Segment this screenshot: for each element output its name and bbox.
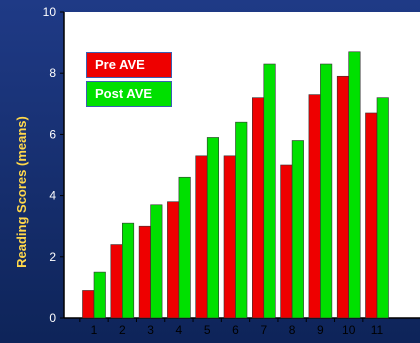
- bar-post-ave: [178, 176, 191, 319]
- x-tick-label: 1: [91, 323, 98, 337]
- bar-pre-ave: [82, 290, 95, 319]
- x-tick-label: 11: [371, 323, 384, 337]
- bar-pre-ave: [280, 164, 293, 319]
- x-tick-label: 4: [176, 323, 183, 337]
- bar-post-ave: [122, 222, 135, 319]
- legend-post-ave: Post AVE: [86, 81, 172, 107]
- legend-pre-ave: Pre AVE: [86, 52, 172, 78]
- x-tick-label: 7: [260, 323, 267, 337]
- x-tick-label: 5: [204, 323, 211, 337]
- bar-post-ave: [376, 97, 389, 319]
- x-tick-label: 6: [232, 323, 239, 337]
- y-tick-label: 2: [49, 250, 56, 264]
- bar-post-ave: [263, 63, 276, 319]
- bar-pre-ave: [110, 244, 123, 319]
- bar-pre-ave: [167, 201, 180, 319]
- y-tick-label: 10: [43, 5, 57, 19]
- bar-pre-ave: [252, 97, 265, 319]
- bar-post-ave: [150, 204, 163, 319]
- bar-pre-ave: [308, 94, 321, 319]
- bar-post-ave: [93, 271, 106, 319]
- bar-pre-ave: [223, 155, 236, 319]
- y-tick-label: 8: [49, 66, 56, 80]
- bar-post-ave: [348, 51, 361, 319]
- bar-pre-ave: [365, 112, 378, 319]
- x-tick-label: 2: [119, 323, 126, 337]
- x-tick-label: 8: [289, 323, 296, 337]
- bar-pre-ave: [195, 155, 208, 319]
- y-tick-label: 0: [49, 311, 56, 325]
- x-tick-label: 3: [147, 323, 154, 337]
- bar-post-ave: [206, 137, 219, 319]
- y-axis-title: Reading Scores (means): [14, 116, 29, 268]
- y-tick-label: 6: [49, 127, 56, 141]
- x-tick-label: 9: [317, 323, 324, 337]
- bar-pre-ave: [336, 75, 350, 319]
- x-tick-label: 10: [342, 323, 356, 337]
- y-tick-label: 4: [49, 189, 56, 203]
- bar-post-ave: [291, 140, 304, 319]
- bar-pre-ave: [138, 225, 151, 319]
- bar-post-ave: [235, 121, 248, 319]
- bar-post-ave: [320, 63, 333, 319]
